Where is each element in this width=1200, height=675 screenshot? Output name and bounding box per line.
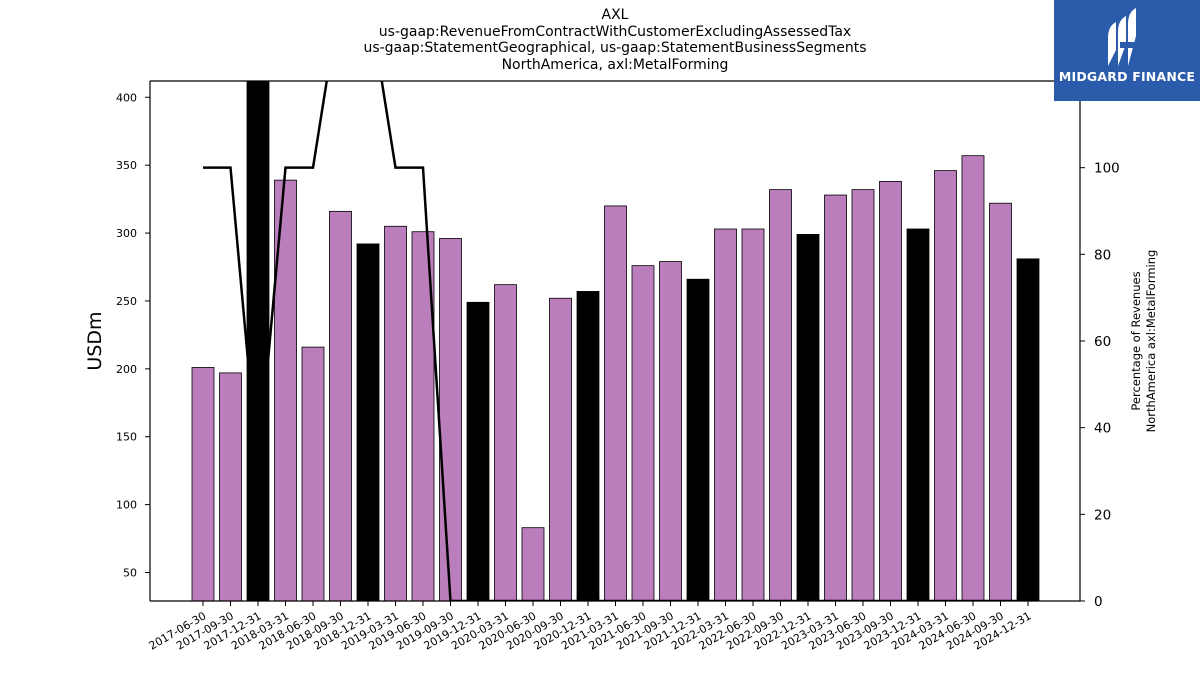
y2-tick-label: 40 — [1094, 421, 1111, 437]
bar-2022-03-31 — [714, 228, 737, 601]
logo-text: MIDGARD FINANCE — [1058, 69, 1196, 84]
y-tick-label: 350 — [116, 159, 137, 172]
bar-2024-12-31 — [1016, 258, 1040, 601]
bar-2018-09-30 — [329, 210, 352, 601]
bar-2019-06-30 — [411, 231, 435, 601]
bar-2021-03-31 — [604, 205, 627, 601]
y2-tick-label: 80 — [1094, 247, 1111, 263]
y-axis-label: USDm — [84, 311, 106, 370]
bar-2019-03-31 — [384, 225, 407, 601]
bar-2021-09-30 — [659, 261, 682, 601]
y-tick-label: 250 — [116, 295, 137, 308]
y-tick-label: 200 — [116, 363, 137, 376]
bar-2022-12-31 — [796, 234, 820, 601]
midgard-finance-logo: MIDGARD FINANCE — [1054, 0, 1200, 101]
bar-2020-03-31 — [494, 284, 517, 601]
midgard-m-icon — [1108, 8, 1136, 66]
y-tick-label: 50 — [123, 566, 137, 579]
bar-2023-06-30 — [851, 189, 875, 601]
bar-2017-06-30 — [191, 367, 215, 601]
bar-2024-09-30 — [989, 202, 1012, 601]
bar-2018-12-31 — [356, 243, 380, 601]
bar-2020-06-30 — [521, 527, 545, 601]
y-tick-label: 300 — [116, 227, 137, 240]
bar-2024-03-31 — [934, 170, 957, 601]
bar-2023-12-31 — [906, 228, 930, 601]
bar-2022-06-30 — [741, 228, 765, 601]
bar-2021-12-31 — [686, 278, 710, 601]
y-tick-label: 400 — [116, 91, 137, 104]
y-tick-label: 150 — [116, 431, 137, 444]
bar-2024-06-30 — [961, 155, 985, 601]
bar-2018-06-30 — [301, 346, 325, 601]
bar-2017-12-31 — [246, 81, 270, 601]
bar-2023-03-31 — [824, 194, 847, 601]
bar-2019-12-31 — [466, 301, 490, 601]
y2-tick-label: 0 — [1094, 594, 1103, 610]
title-line-members: NorthAmerica, axl:MetalForming — [501, 56, 729, 73]
bar-2020-09-30 — [549, 297, 572, 601]
bar-2017-09-30 — [219, 372, 242, 601]
bar-2019-09-30 — [439, 238, 462, 601]
bar-2022-09-30 — [769, 189, 792, 601]
title-line-axes: us-gaap:StatementGeographical, us-gaap:S… — [363, 40, 867, 56]
y2-tick-label: 60 — [1094, 334, 1111, 350]
bar-2021-06-30 — [631, 265, 655, 601]
bar-2023-09-30 — [879, 181, 902, 601]
y2-axis-label: NorthAmerica axl:MetalForming — [1144, 250, 1158, 433]
title-line-concept: us-gaap:RevenueFromContractWithCustomerE… — [378, 23, 852, 40]
y-tick-label: 100 — [116, 499, 137, 512]
y2-axis-label: Percentage of Revenues — [1129, 271, 1143, 410]
y2-tick-label: 20 — [1094, 507, 1111, 523]
bar-2020-12-31 — [576, 291, 600, 601]
y2-tick-label: 100 — [1094, 161, 1120, 177]
title-line-ticker: AXL — [601, 7, 629, 23]
chart-title: AXL us-gaap:RevenueFromContractWithCusto… — [150, 7, 1080, 73]
